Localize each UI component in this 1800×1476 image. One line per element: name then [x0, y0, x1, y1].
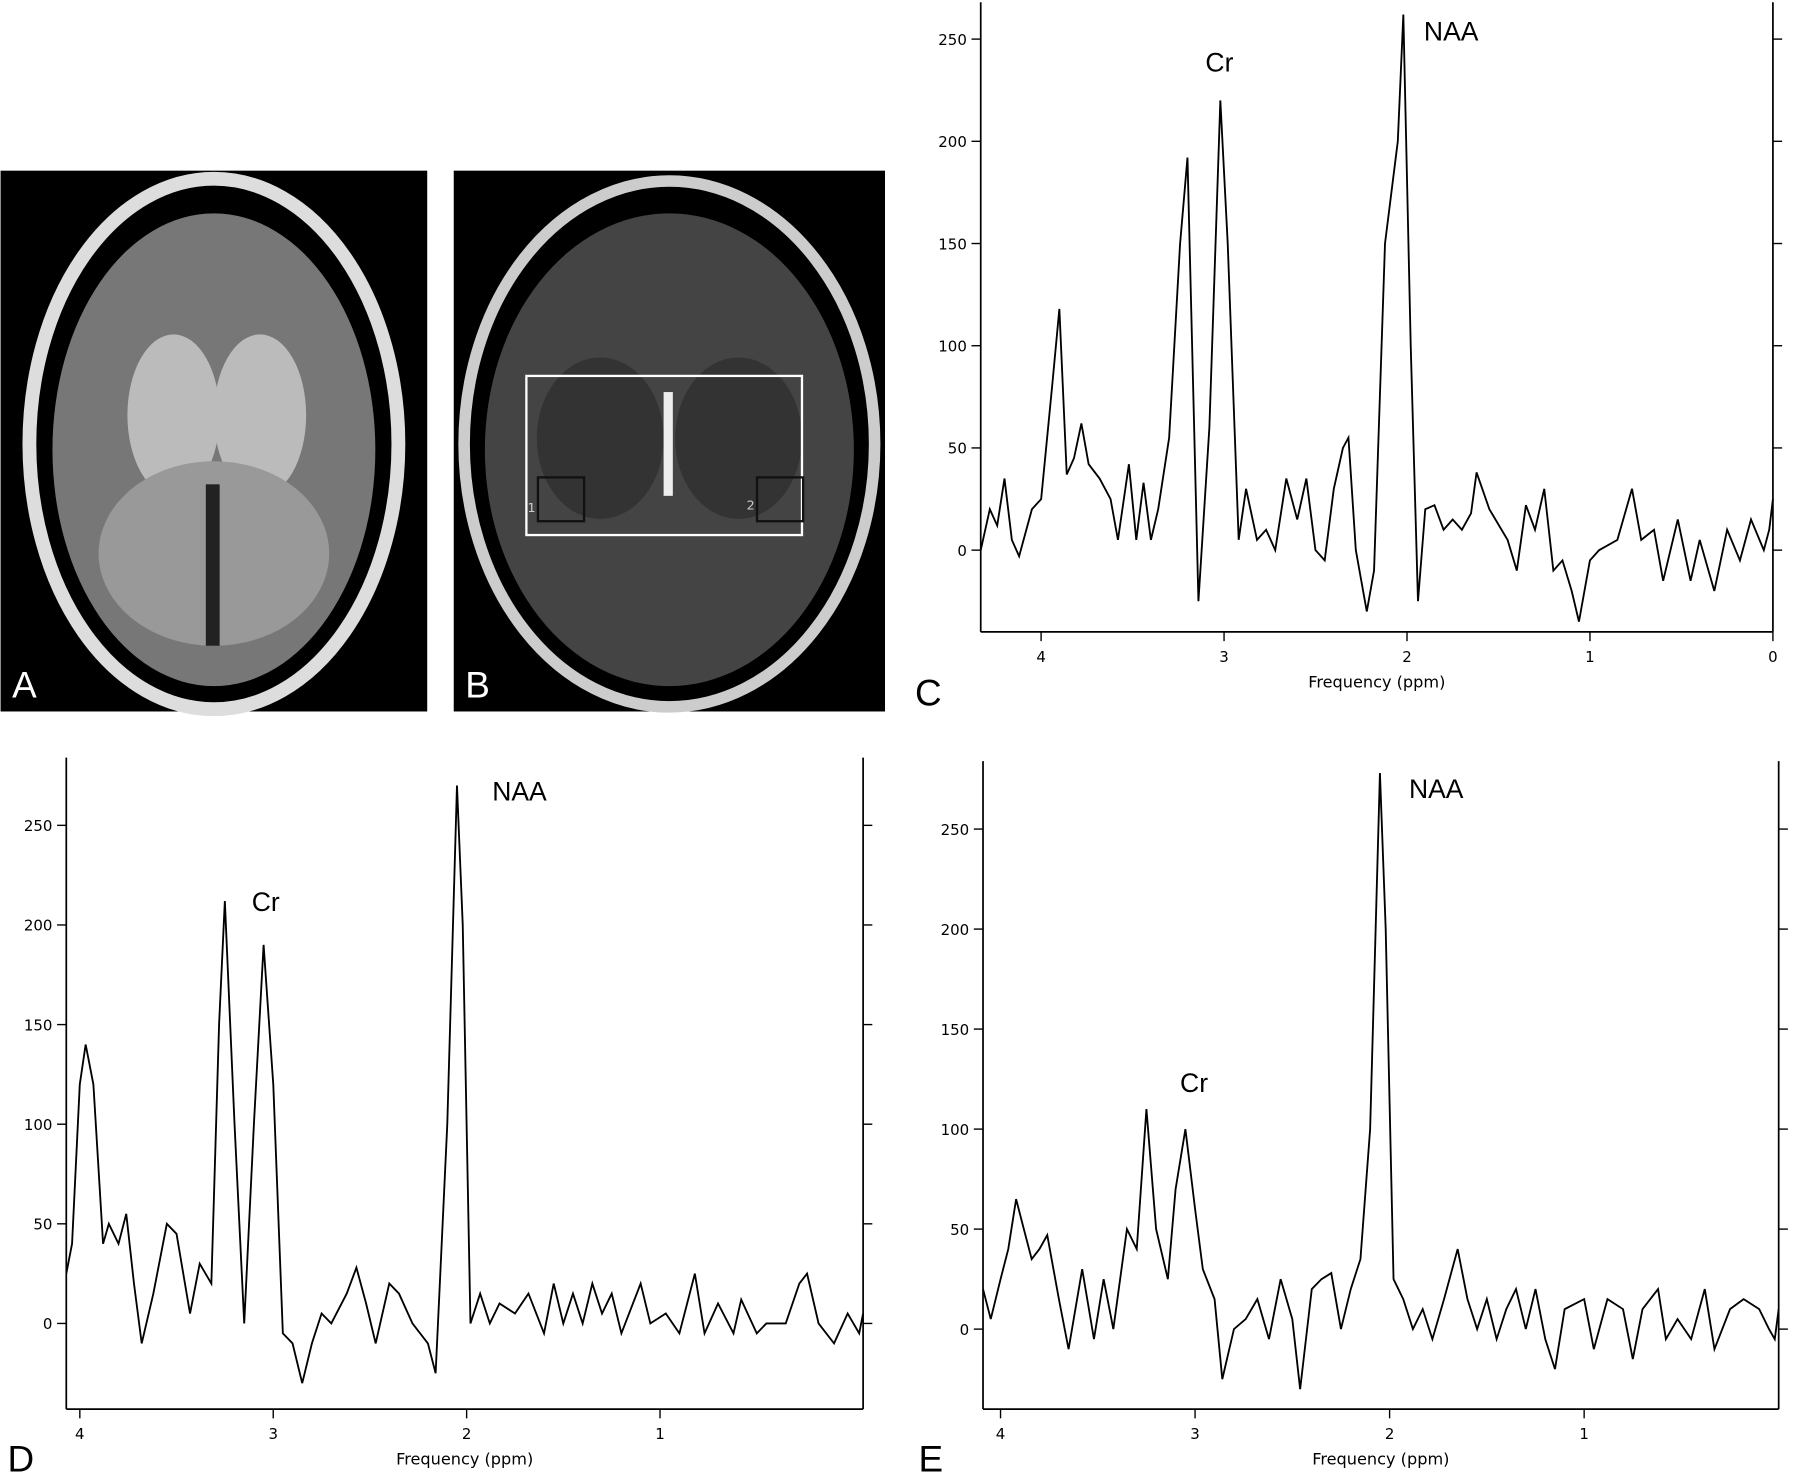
- y-tick-label: 200: [941, 921, 970, 939]
- panel-label: D: [7, 1438, 34, 1476]
- x-tick-label: 4: [1036, 648, 1046, 666]
- y-tick-label: 100: [941, 1121, 970, 1139]
- y-tick-label: 200: [24, 917, 53, 935]
- y-tick-label: 0: [957, 542, 967, 560]
- y-tick-label: 0: [43, 1315, 53, 1333]
- x-tick-label: 1: [655, 1425, 665, 1443]
- y-tick-label: 150: [938, 235, 967, 253]
- spectrum-line: [982, 773, 1780, 1390]
- y-tick-label: 100: [938, 337, 967, 355]
- x-tick-label: 2: [462, 1425, 472, 1443]
- x-tick-label: 3: [1219, 648, 1229, 666]
- x-axis-label: Frequency (ppm): [1308, 672, 1445, 691]
- peak-annotation: NAA: [1424, 16, 1479, 46]
- panel-label: B: [465, 665, 490, 706]
- peak-annotation: NAA: [492, 776, 547, 806]
- y-tick-label: 50: [948, 440, 967, 458]
- peak-annotation: Cr: [1180, 1068, 1208, 1098]
- mri-image-a: [0, 170, 428, 717]
- x-tick-label: 3: [268, 1425, 278, 1443]
- peak-annotation: Cr: [252, 887, 280, 917]
- x-tick-label: 1: [1585, 648, 1595, 666]
- y-tick-label: 200: [938, 133, 967, 151]
- panel-label: C: [915, 673, 942, 714]
- y-tick-label: 50: [950, 1221, 969, 1239]
- x-tick-label: 2: [1402, 648, 1412, 666]
- x-tick-label: 4: [996, 1425, 1006, 1443]
- mri-image-b: 1 2: [453, 170, 886, 713]
- y-tick-label: 100: [24, 1116, 53, 1134]
- x-tick-label: 2: [1385, 1425, 1395, 1443]
- y-tick-label: 250: [941, 821, 970, 839]
- panel-label: E: [918, 1438, 943, 1476]
- voxel-label: 1: [528, 500, 536, 515]
- y-tick-label: 150: [941, 1021, 970, 1039]
- spectrum-line: [65, 785, 865, 1384]
- x-tick-label: 4: [75, 1425, 85, 1443]
- x-axis-label: Frequency (ppm): [396, 1449, 533, 1468]
- y-tick-label: 0: [960, 1321, 970, 1339]
- voxel-label: 2: [747, 498, 755, 513]
- x-tick-label: 3: [1190, 1425, 1200, 1443]
- x-axis-label: Frequency (ppm): [1312, 1449, 1449, 1468]
- y-tick-label: 50: [33, 1216, 52, 1234]
- y-tick-label: 250: [938, 31, 967, 49]
- y-tick-label: 150: [24, 1016, 53, 1034]
- peak-annotation: NAA: [1409, 774, 1464, 804]
- panel-label: A: [12, 665, 37, 706]
- y-tick-label: 250: [24, 817, 53, 835]
- x-tick-label: 1: [1579, 1425, 1589, 1443]
- peak-annotation: Cr: [1205, 47, 1233, 77]
- spectrum-line: [979, 14, 1774, 622]
- x-tick-label: 0: [1768, 648, 1778, 666]
